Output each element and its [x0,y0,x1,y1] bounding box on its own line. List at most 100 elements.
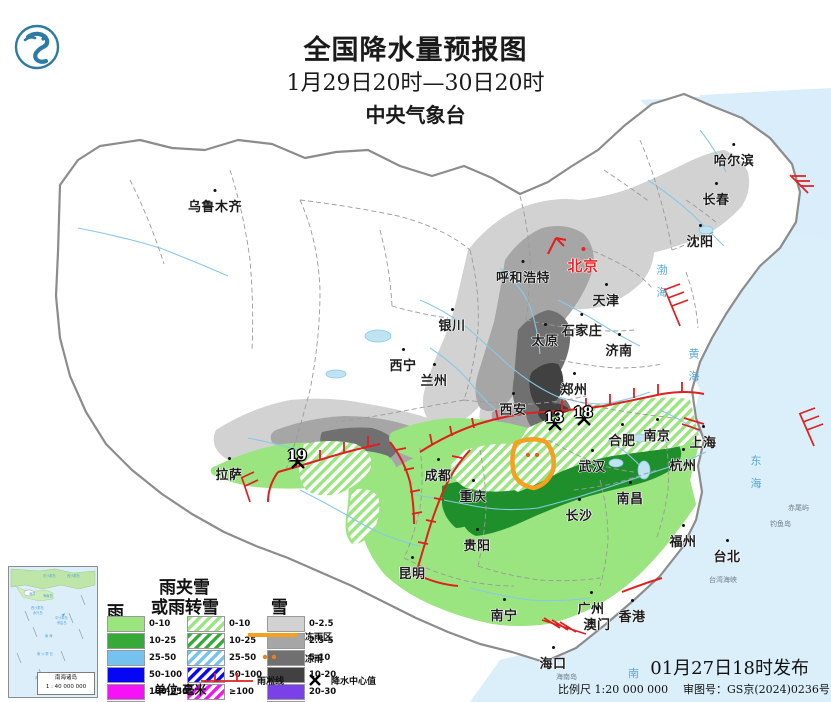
city-label-text: 济南 [605,344,633,359]
legend-swatch-rain-010 [107,616,145,632]
city-label-text: 西安 [499,403,527,418]
rime-line-key-icon [201,673,253,682]
city-dot-icon [577,498,581,501]
city-label-text: 哈尔滨 [713,154,755,169]
sea-label-bohai-sea: 渤 海 [655,264,668,302]
city-label-tianjin: 天津 [592,283,620,309]
city-label-text: 兰州 [420,374,448,389]
city-label-xining: 西宁 [389,348,416,374]
city-dot-icon [589,591,593,594]
city-label-shijiazhuang: 石家庄 [561,313,603,339]
svg-text:东沙群岛: 东沙群岛 [43,573,56,578]
key-label-freezing-rain-zone: 冻雨区 [305,633,333,643]
city-label-changchun: 长春 [702,182,730,208]
city-label-taipei: 台北 [713,539,741,565]
city-label-text: 太原 [531,334,559,349]
legend-label-rain-100250: 100-250 [149,687,189,697]
key-label-rime-line: 雨凇线 [257,677,285,687]
wind-barb-symbols [240,174,824,635]
province-boundaries [129,139,719,587]
precip-center-key-icon [309,674,321,686]
city-dot-icon [628,481,632,484]
svg-text:海南岛: 海南岛 [43,593,53,598]
city-label-hangzhou: 杭州 [669,448,696,474]
legend-label-snow-2.55: 2.5-5 [309,636,334,646]
city-label-text: 乌鲁木齐 [187,200,243,215]
precip-center-19: 19 [287,448,307,464]
key-label-freezing-rain: 冻雨 [305,655,324,665]
legend-label-rain-2550: 25-50 [149,653,177,663]
city-dot-icon [617,333,621,336]
city-label-text: 拉萨 [215,468,243,483]
city-label-jinan: 济南 [605,333,633,359]
legend-label-snow-2030: 20-30 [309,687,337,697]
city-label-lhasa: 拉萨 [215,457,243,483]
sea-label-chiwei-island: 赤尾屿 [788,504,809,512]
city-dot-icon [475,528,479,531]
legend-label-sleet-2550: 25-50 [229,653,257,663]
city-dot-icon [401,348,405,351]
city-label-wuhan: 武汉 [578,449,606,475]
city-label-kunming: 昆明 [398,556,425,582]
cma-dragon-logo [12,22,62,72]
svg-text:永兴岛: 永兴岛 [33,610,43,615]
south-china-sea-inset[interactable]: 东沙群岛 西沙群岛 海口 海南岛 西沙群岛 永兴岛 中沙群岛 黄岩岛 南 海 南 沙 群… [8,566,98,698]
city-label-text: 长春 [702,193,730,208]
inset-scale-caption: 南海诸岛 1 : 40 000 000 [37,672,95,695]
city-label-text: 福州 [669,535,697,550]
city-dot-icon [502,598,506,601]
city-label-text: 澳门 [583,618,611,633]
legend-swatch-snow-1020 [267,667,305,683]
city-label-text: 长沙 [565,509,593,524]
city-label-hohhot: 呼和浩特 [495,260,551,286]
legend-label-sleet-100: ≥100 [229,687,254,697]
city-label-text: 呼和浩特 [495,271,551,286]
city-label-text: 天津 [592,294,620,309]
city-label-hongkong: 香港 [618,599,646,625]
city-label-text: 台北 [713,550,741,565]
city-label-shanghai: 上海 [689,425,717,451]
city-dot-icon [471,479,475,482]
sea-label-east-china-sea: 东 海 [749,455,762,493]
svg-text:南 海: 南 海 [45,633,53,638]
legend-heading-sleet-l1: 雨夹雪 [159,578,210,598]
city-label-text: 南宁 [490,609,518,624]
city-label-text: 银川 [438,319,466,334]
freezing-rain-zone-key-icon [248,633,298,637]
city-dot-icon [604,283,608,286]
city-label-hefei: 合肥 [608,423,636,449]
legend-swatch-rain-2550 [107,650,145,666]
city-dot-icon [543,323,547,326]
city-dot-icon [551,646,555,649]
city-label-nanning: 南宁 [490,598,518,624]
legend-swatch-rain-50100 [107,667,145,683]
legend-swatch-snow-510 [267,650,305,666]
city-dot-icon [655,418,659,421]
lakes [325,225,714,480]
city-label-shenyang: 沈阳 [686,224,713,250]
sea-label-yellow-sea: 黄 海 [687,348,700,386]
city-label-text: 重庆 [459,490,487,505]
city-label-text: 香港 [618,610,646,625]
city-label-text: 上海 [689,436,717,451]
rime-barbs [295,382,683,545]
city-label-text: 石家庄 [561,324,603,339]
city-label-urumqi: 乌鲁木齐 [187,189,243,215]
legend-swatch-sleet-010 [187,616,225,632]
city-label-text: 海口 [539,657,567,672]
city-dot-icon [714,182,718,185]
city-label-haikou: 海口 [539,646,567,672]
sea-label-south-china-sea: 南 [628,667,642,680]
city-label-guangzhou: 广州 [577,591,604,617]
city-label-text: 成都 [424,469,452,484]
svg-text:西沙群岛: 西沙群岛 [31,605,44,610]
city-label-text: 合肥 [608,434,636,449]
city-label-text: 北京 [567,257,599,275]
city-label-lanzhou: 兰州 [420,363,448,389]
city-label-text: 武汉 [578,460,606,475]
svg-text:黄岩岛: 黄岩岛 [57,620,67,625]
city-label-text: 郑州 [560,383,588,398]
city-label-changsha: 长沙 [565,498,593,524]
